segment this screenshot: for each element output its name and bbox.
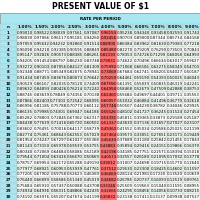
Text: PRESENT VALUE OF $1: PRESENT VALUE OF $1 bbox=[52, 2, 148, 11]
Text: RATE PER PERIOD: RATE PER PERIOD bbox=[80, 17, 120, 21]
